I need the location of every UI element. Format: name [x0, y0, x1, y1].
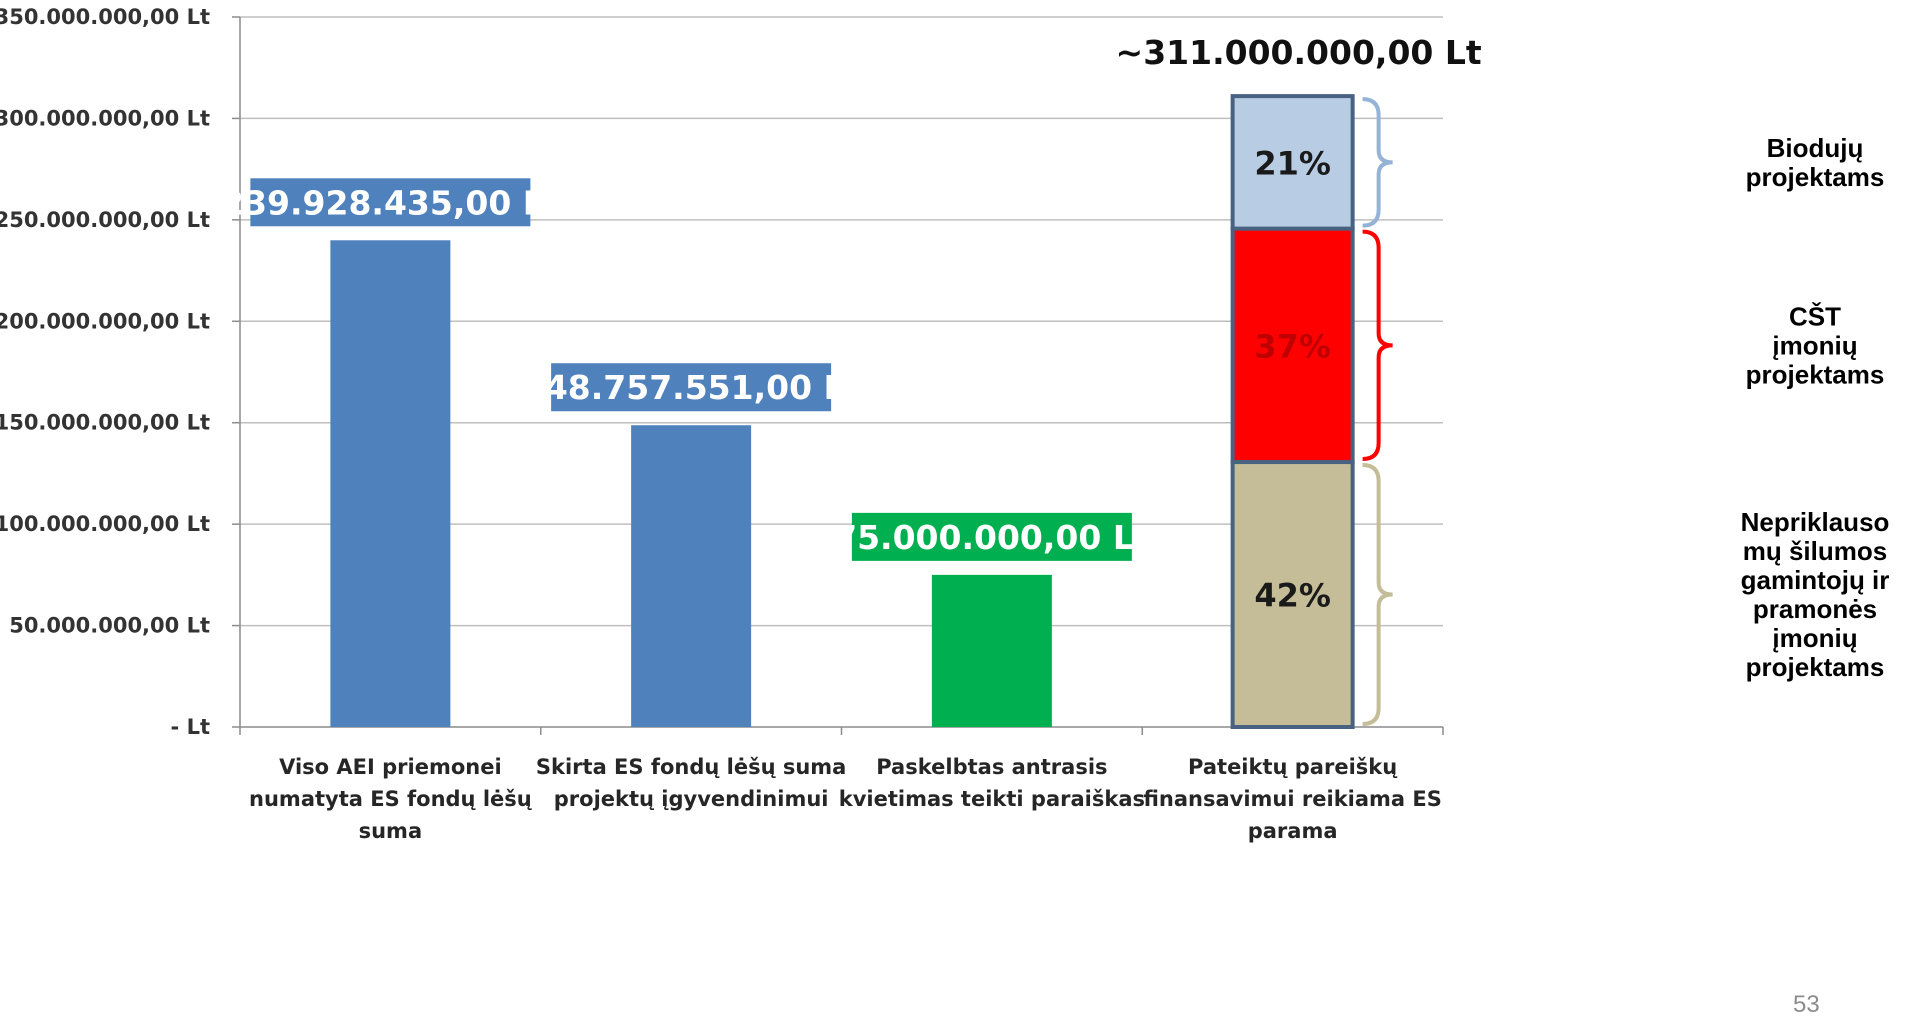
y-tick-label: 350.000.000,00 Lt [0, 5, 210, 29]
y-tick-label: 150.000.000,00 Lt [0, 411, 210, 435]
x-category-label: Pateiktų pareiškų finansavimui reikiama E… [1143, 755, 1442, 843]
page-number: 53 [1793, 991, 1820, 1018]
x-category-label: Skirta ES fondų lėšų suma projektų įgyven… [536, 755, 846, 811]
y-tick-label: 50.000.000,00 Lt [9, 614, 210, 638]
segment-percent-label: 37% [1254, 327, 1331, 365]
curly-bracket [1362, 229, 1393, 462]
stacked-total-label: ~311.000.000,00 Lt [1116, 33, 1482, 72]
segment-percent-label: 21% [1254, 144, 1331, 182]
stacked-segment [1230, 226, 1355, 465]
y-tick-label: - Lt [171, 715, 210, 739]
bar [631, 425, 752, 727]
bar-value-text: 239.928.435,00 Lt [221, 183, 560, 222]
bar-value-text: 75.000.000,00 Lt [834, 518, 1150, 557]
y-tick-label: 300.000.000,00 Lt [0, 106, 210, 130]
y-axis: 350.000.000,00 Lt 300.000.000,00 Lt 250.00… [0, 5, 241, 739]
x-category-label: Paskelbtas antrasis kvietimas teikti para… [839, 755, 1145, 811]
bar-value-label: 75.000.000,00 Lt [834, 512, 1150, 561]
bracket-label: CŠT įmonių projektams [1746, 301, 1885, 389]
stacked-bar: 42% 37% 21% ~311.000.000,00 Lt [1116, 33, 1482, 729]
x-axis: Viso AEI priemonei numatyta ES fondų lėšų… [239, 726, 1444, 843]
bar [931, 574, 1052, 727]
bar-value-label: 239.928.435,00 Lt [221, 178, 560, 227]
x-category-label: Viso AEI priemonei numatyta ES fondų lėšų… [249, 755, 533, 843]
y-tick-label: 250.000.000,00 Lt [0, 208, 210, 232]
bar-value-label-bg [551, 363, 832, 412]
bar-value-label-bg [250, 178, 531, 227]
bars: 239.928.435,00 Lt 148.757.551,00 Lt 75.000… [221, 178, 1150, 727]
y-tick-label: 200.000.000,00 Lt [0, 309, 210, 333]
segment-brackets: Nepriklauso mų šilumos gamintojų ir pramonė… [1362, 97, 1890, 726]
bracket-label: Nepriklauso mų šilumos gamintojų ir pramonė… [1741, 507, 1890, 682]
bar-value-label-bg [851, 512, 1132, 561]
segment-percent-label: 42% [1254, 577, 1331, 615]
stacked-segment [1230, 94, 1355, 231]
bracket-label: Biodujų projektams [1746, 133, 1885, 192]
bar-value-label: 148.757.551,00 Lt [522, 363, 861, 412]
bar-value-text: 148.757.551,00 Lt [522, 368, 861, 407]
y-tick-label: 100.000.000,00 Lt [0, 512, 210, 536]
curly-bracket [1362, 463, 1393, 726]
bar [330, 240, 451, 727]
